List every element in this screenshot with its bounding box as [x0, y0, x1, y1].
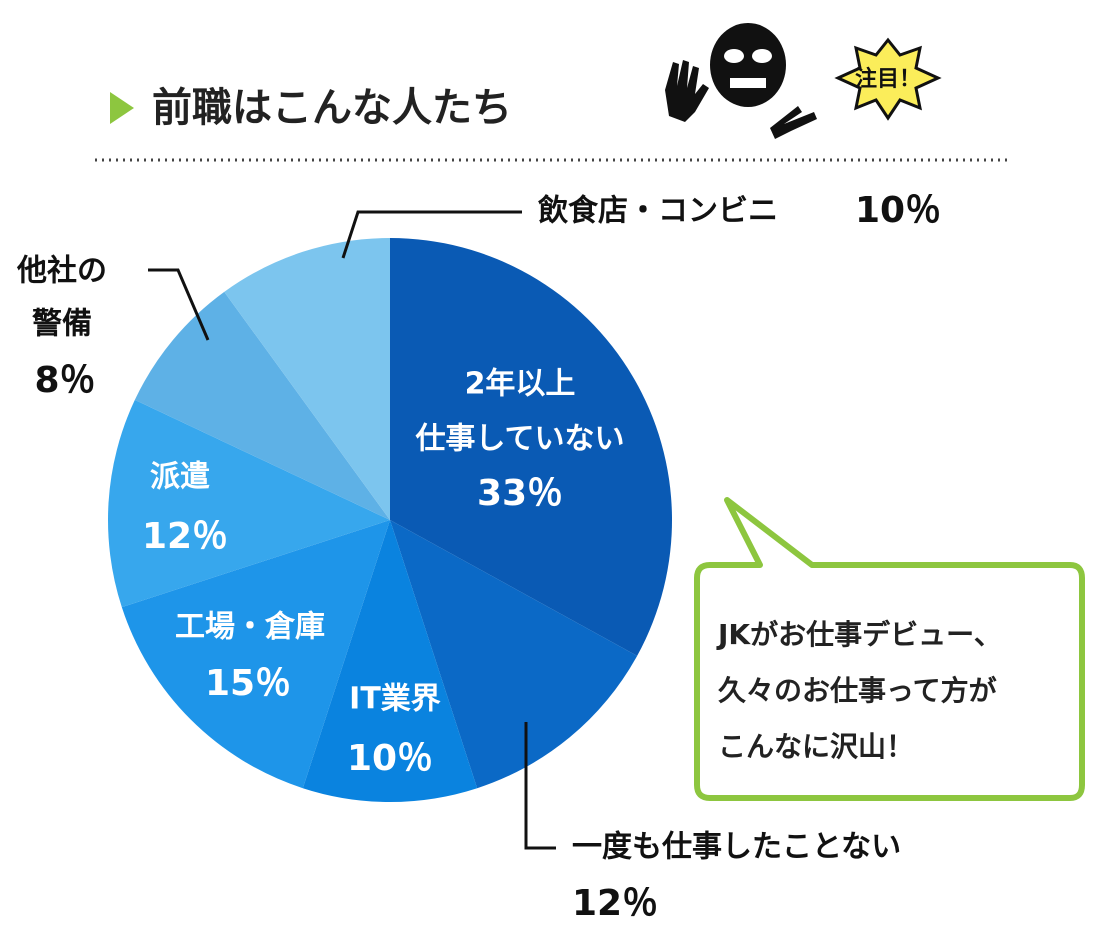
value-label: 33％	[477, 473, 563, 514]
value-label: 12％	[142, 516, 228, 557]
note-line: こんなに沢山！	[718, 730, 914, 763]
slice-label: 一度も仕事したことない	[572, 830, 901, 865]
pie-slice	[121, 520, 390, 789]
value-label: 8％	[34, 360, 95, 401]
pie-slice	[107, 399, 390, 608]
pie	[107, 238, 672, 802]
slice-label: 2年以上	[465, 367, 576, 402]
value-label: 15％	[205, 663, 291, 704]
decoration	[665, 23, 942, 139]
slice-label: IT業界	[349, 682, 441, 717]
pie-slice	[390, 238, 672, 656]
value-label: 10％	[347, 738, 433, 779]
pie-slice	[134, 291, 390, 520]
slice-label: 工場・倉庫	[175, 610, 325, 645]
pie-slice	[302, 520, 478, 802]
note-line: JKがお仕事デビュー、	[716, 618, 1002, 651]
value-label: 12％	[572, 883, 658, 924]
slice-label: 派遣	[150, 460, 210, 495]
speech-bubble	[694, 497, 1085, 801]
slice-label: 他社の	[16, 254, 107, 289]
value-label: 10％	[855, 190, 941, 231]
slice-label: 警備	[32, 307, 92, 342]
chart-title: 前職はこんな人たち	[152, 85, 512, 131]
badge: 注目！	[855, 66, 921, 92]
note-line: 久々のお仕事って方が	[718, 674, 997, 707]
pie-slice	[390, 520, 638, 789]
slice-label: 飲食店・コンビニ	[538, 194, 778, 229]
pie-slice	[224, 238, 390, 520]
slice-label: 仕事していない	[414, 422, 624, 457]
title-marker	[110, 92, 134, 124]
leader-lines	[148, 210, 556, 850]
